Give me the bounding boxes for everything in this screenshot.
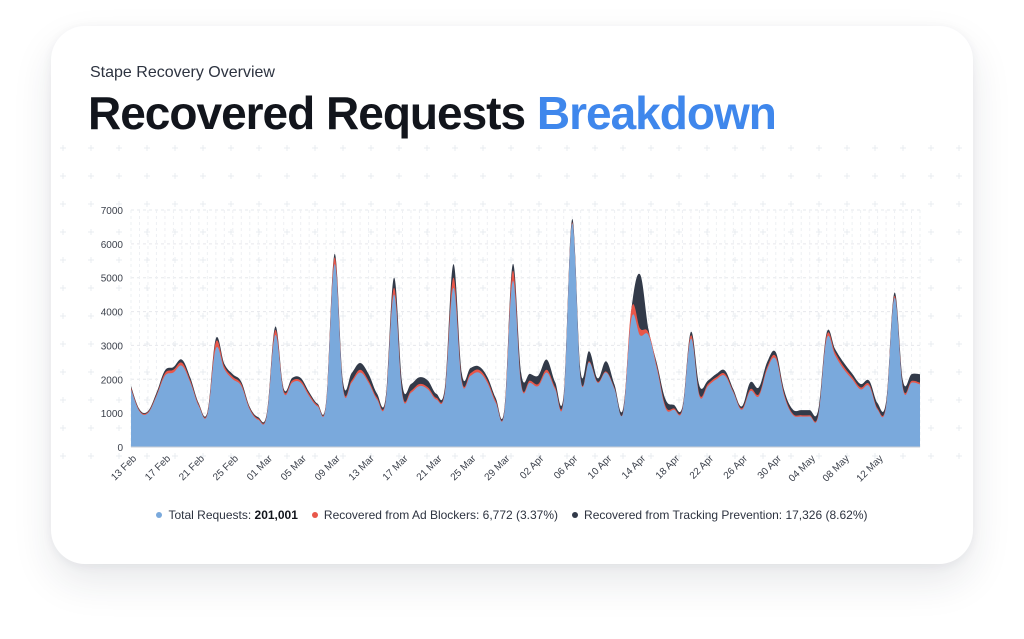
legend-value: 201,001 bbox=[254, 508, 298, 522]
x-tick-label: 04 May bbox=[787, 453, 818, 484]
title-main: Recovered Requests bbox=[88, 87, 526, 139]
x-tick-label: 30 Apr bbox=[756, 453, 785, 482]
x-tick-label: 01 Mar bbox=[245, 453, 275, 483]
title-accent: Breakdown bbox=[536, 87, 777, 139]
legend-dot-icon bbox=[156, 512, 163, 518]
x-tick-label: 25 Mar bbox=[449, 453, 479, 483]
y-tick-label: 1000 bbox=[101, 409, 124, 420]
y-tick-label: 0 bbox=[117, 443, 123, 454]
x-tick-label: 08 May bbox=[821, 453, 852, 484]
x-tick-label: 17 Feb bbox=[143, 453, 173, 483]
x-tick-label: 12 May bbox=[855, 453, 886, 484]
y-tick-label: 7000 bbox=[101, 206, 124, 217]
x-tick-label: 29 Mar bbox=[483, 453, 513, 483]
x-tick-label: 26 Apr bbox=[722, 453, 751, 482]
x-tick-label: 14 Apr bbox=[620, 453, 649, 482]
x-tick-label: 10 Apr bbox=[586, 453, 615, 482]
page-subtitle: Stape Recovery Overview bbox=[90, 64, 275, 81]
x-tick-label: 22 Apr bbox=[688, 453, 717, 482]
legend-item: Recovered from Ad Blockers: 6,772 (3.37%… bbox=[311, 508, 559, 522]
x-tick-label: 21 Feb bbox=[177, 453, 207, 483]
legend-label: Total Requests: bbox=[168, 508, 255, 522]
chart-card: Stape Recovery Overview Recovered Reques… bbox=[51, 26, 973, 564]
x-tick-label: 25 Feb bbox=[211, 453, 241, 483]
y-tick-label: 6000 bbox=[101, 240, 124, 251]
legend-label: Recovered from Ad Blockers: bbox=[323, 508, 483, 522]
x-tick-label: 21 Mar bbox=[415, 453, 445, 483]
legend-item: Recovered from Tracking Prevention: 17,3… bbox=[572, 508, 868, 522]
x-tick-label: 17 Mar bbox=[381, 453, 411, 483]
page-title: Recovered Requests Breakdown bbox=[88, 86, 777, 140]
x-tick-label: 06 Apr bbox=[552, 453, 581, 482]
x-tick-label: 13 Feb bbox=[109, 453, 139, 483]
legend-label: Recovered from Tracking Prevention: bbox=[584, 508, 786, 522]
x-tick-label: 18 Apr bbox=[654, 453, 683, 482]
series-area-total-requests bbox=[131, 223, 920, 447]
x-tick-label: 02 Apr bbox=[518, 453, 547, 482]
y-tick-label: 3000 bbox=[101, 341, 124, 352]
legend-dot-icon bbox=[572, 512, 579, 518]
legend-value: 17,326 (8.62%) bbox=[785, 508, 868, 522]
chart-legend: Total Requests: 201,001 Recovered from Ad… bbox=[51, 508, 973, 522]
legend-value: 6,772 (3.37%) bbox=[482, 508, 559, 522]
x-tick-label: 05 Mar bbox=[279, 453, 309, 483]
legend-item: Total Requests: 201,001 bbox=[156, 508, 298, 522]
y-tick-label: 5000 bbox=[101, 274, 124, 285]
x-tick-label: 09 Mar bbox=[313, 453, 343, 483]
y-tick-label: 2000 bbox=[101, 375, 124, 386]
x-tick-label: 13 Mar bbox=[347, 453, 377, 483]
stacked-area-chart: 0 1000 2000 3000 4000 5000 6000 7000 13 Feb 17 Fe… bbox=[101, 206, 921, 484]
y-tick-label: 4000 bbox=[101, 308, 124, 319]
legend-dot-icon bbox=[311, 512, 318, 518]
